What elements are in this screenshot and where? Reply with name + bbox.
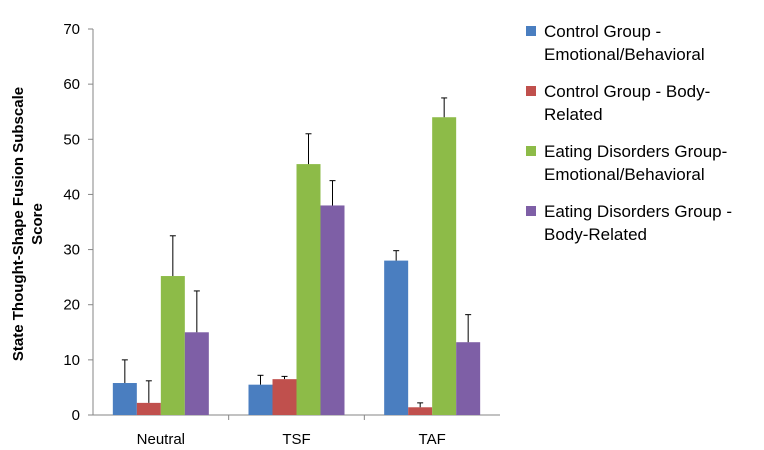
x-tick-label: Neutral: [137, 431, 185, 448]
bar: [184, 332, 209, 415]
bar: [320, 205, 345, 415]
y-axis-title: State Thought-Shape Fusion Subscale Scor…: [10, 87, 46, 361]
tick-labels: 0 10 20 30 40 50 60 70 Neutral TSF TAF: [63, 21, 445, 448]
legend-label-ed-emotional: Eating Disorders Group- Emotional/Behavi…: [544, 142, 728, 184]
legend-item-ed-emotional: Eating Disorders Group- Emotional/Behavi…: [526, 140, 762, 186]
y-tick-label: 70: [63, 21, 80, 38]
y-tick-label: 60: [63, 76, 80, 93]
x-tick-label: TSF: [282, 431, 310, 448]
bar: [296, 164, 321, 415]
bar: [160, 276, 185, 415]
legend-swatch-ed-body: [526, 206, 536, 216]
legend-label-control-emotional: Control Group - Emotional/Behavioral: [544, 22, 705, 64]
y-tick-label: 30: [63, 242, 80, 259]
y-tick-label: 0: [72, 407, 80, 424]
error-bars: [121, 97, 472, 408]
bar: [456, 342, 481, 415]
bar: [384, 260, 409, 415]
legend-item-control-body: Control Group - Body- Related: [526, 80, 762, 126]
legend-item-control-emotional: Control Group - Emotional/Behavioral: [526, 20, 762, 66]
legend-item-ed-body: Eating Disorders Group - Body-Related: [526, 200, 762, 246]
bar: [432, 117, 457, 415]
legend-label-control-body: Control Group - Body- Related: [544, 82, 711, 124]
legend-label-ed-body: Eating Disorders Group - Body-Related: [544, 202, 733, 244]
y-axis-title-line-1: State Thought-Shape Fusion Subscale: [10, 87, 27, 361]
y-tick-label: 40: [63, 186, 80, 203]
y-tick-label: 20: [63, 297, 80, 314]
bar: [112, 383, 137, 415]
bar: [408, 407, 433, 415]
bars: [112, 117, 481, 415]
legend-swatch-ed-emotional: [526, 146, 536, 156]
bar: [248, 384, 273, 415]
y-tick-label: 50: [63, 131, 80, 148]
x-tick-label: TAF: [419, 431, 446, 448]
legend-swatch-control-emotional: [526, 26, 536, 36]
legend: Control Group - Emotional/Behavioral Con…: [526, 20, 762, 260]
bar: [136, 402, 161, 415]
y-axis-title-line-2: Score: [29, 203, 46, 245]
bar: [272, 379, 297, 415]
legend-swatch-control-body: [526, 86, 536, 96]
y-tick-label: 10: [63, 352, 80, 369]
